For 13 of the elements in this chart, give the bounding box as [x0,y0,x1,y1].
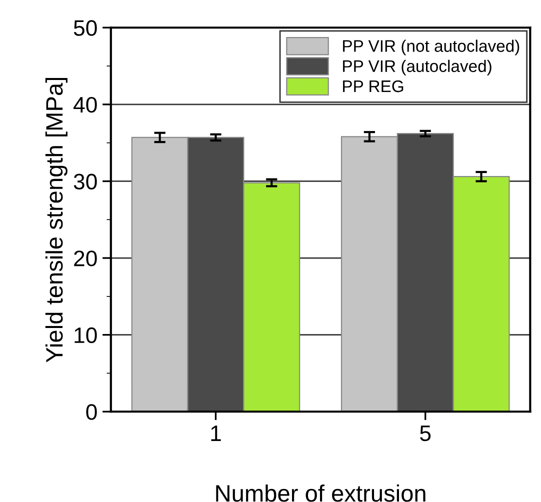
legend-label: PP REG [343,80,404,92]
x-axis-title: Number of extrusion [216,484,426,502]
legend-label: PP VIR (not autoclaved) [343,40,520,56]
y-tick-label: 40 [74,96,97,113]
y-tick-label: 0 [86,404,97,420]
y-tick-label: 50 [74,20,97,36]
x-tick-label: 5 [420,426,431,442]
y-tick-label: 20 [74,250,97,266]
legend-label: PP VIR (autoclaved) [343,60,492,76]
y-tick-label: 30 [74,174,97,190]
x-tick-label: 1 [211,426,221,441]
y-tick-label: 10 [74,327,97,344]
y-axis-title: Yield tensile strength [MPa] [45,78,68,362]
